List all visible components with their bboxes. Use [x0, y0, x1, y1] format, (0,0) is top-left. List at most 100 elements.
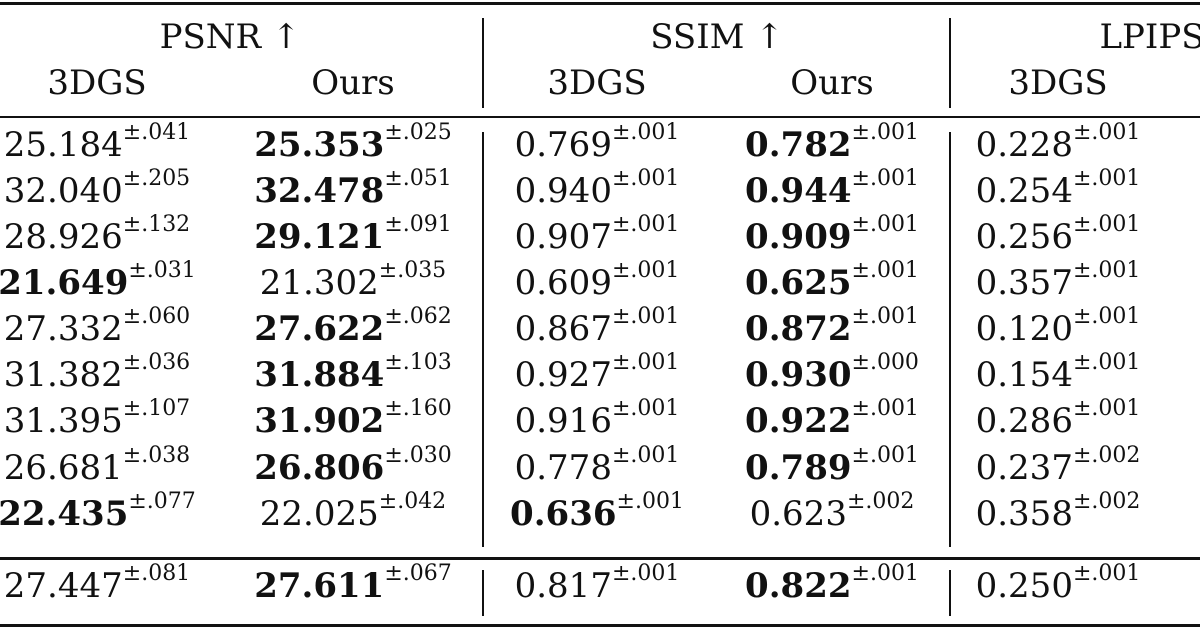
cell-value: 0.286 — [975, 401, 1073, 441]
cell-std: ±.001 — [851, 561, 919, 586]
cell-std: ±.038 — [122, 443, 191, 468]
cell-std: ±.001 — [1072, 120, 1141, 145]
cell-value: 0.778 — [514, 448, 612, 488]
column-header: 3DGS — [547, 63, 647, 103]
cell-std: ±.160 — [384, 396, 452, 421]
cell-std: ±.001 — [1072, 166, 1141, 191]
table-cell: 0.930±.000 — [745, 352, 919, 395]
table-cell: 0.907±.001 — [514, 214, 680, 257]
table-cell: 0.927±.001 — [514, 352, 680, 395]
cell-std: ±.042 — [378, 489, 447, 514]
cell-std: ±.001 — [851, 258, 919, 283]
cell-value: 0.120 — [975, 309, 1073, 349]
cell-std: ±.001 — [611, 212, 680, 237]
cell-value: 0.789 — [745, 448, 852, 488]
table-cell: 0.944±.001 — [745, 168, 919, 211]
cell-value: 31.884 — [254, 355, 385, 395]
cell-std: ±.091 — [384, 212, 452, 237]
cell-std: ±.001 — [851, 443, 919, 468]
table-cell: 0.154±.001 — [975, 352, 1141, 395]
cell-value: 0.822 — [745, 566, 852, 606]
cell-value: 0.256 — [975, 217, 1073, 257]
table-cell: 0.237±.002 — [976, 445, 1141, 486]
cell-std: ±.001 — [611, 304, 680, 329]
table-cell: 0.909±.001 — [745, 214, 919, 255]
cell-std: ±.001 — [1072, 258, 1141, 283]
cell-value: 0.940 — [514, 171, 612, 211]
cell-std: ±.041 — [122, 120, 191, 145]
cell-std: ±.000 — [851, 350, 919, 375]
table-cell: 22.025±.042 — [260, 491, 446, 532]
cell-std: ±.002 — [1072, 443, 1141, 468]
cell-value: 0.867 — [514, 309, 612, 349]
cell-std: ±.031 — [128, 258, 196, 283]
cell-std: ±.001 — [1072, 396, 1141, 421]
table-cell: 0.636±.001 — [510, 491, 684, 534]
table-cell: 26.806±.030 — [254, 445, 452, 486]
cell-std: ±.132 — [122, 212, 191, 237]
cell-value: 0.944 — [745, 171, 852, 211]
cell-value: 0.250 — [975, 566, 1073, 606]
table-cell: 0.256±.001 — [975, 214, 1141, 257]
table-cell: 0.789±.001 — [745, 445, 919, 488]
table-cell: 0.922±.001 — [745, 398, 919, 441]
table-cell: 0.872±.001 — [745, 306, 919, 349]
cell-value: 25.353 — [254, 125, 385, 165]
table-cell: 0.778±.001 — [514, 445, 680, 488]
cell-value: 27.611 — [254, 566, 385, 606]
cell-value: 21.649 — [0, 263, 129, 303]
summary-cell: 0.817±.001 — [515, 563, 680, 604]
cell-std: ±.103 — [384, 350, 452, 375]
cell-std: ±.077 — [128, 489, 196, 514]
cell-value: 0.625 — [745, 263, 852, 303]
cell-std: ±.001 — [611, 561, 680, 586]
table-cell: 0.916±.001 — [514, 398, 680, 441]
cell-std: ±.002 — [1072, 489, 1141, 514]
cell-std: ±.060 — [122, 304, 191, 329]
table-cell: 0.254±.001 — [976, 168, 1141, 209]
body-separator — [949, 132, 951, 547]
cell-value: 0.930 — [745, 355, 852, 395]
table-cell: 25.353±.025 — [254, 122, 452, 165]
cell-std: ±.001 — [611, 443, 680, 468]
cell-value: 27.622 — [254, 309, 385, 349]
cell-std: ±.051 — [384, 166, 452, 191]
cell-value: 31.902 — [254, 401, 385, 441]
cell-std: ±.001 — [611, 120, 680, 145]
table-cell: 31.884±.103 — [254, 352, 452, 395]
body-separator — [482, 132, 484, 547]
cell-value: 0.357 — [975, 263, 1073, 303]
cell-std: ±.035 — [378, 258, 447, 283]
cell-value: 31.395 — [3, 401, 123, 441]
column-header: Ours — [311, 63, 395, 103]
table-cell: 0.940±.001 — [514, 168, 680, 211]
cell-std: ±.001 — [851, 304, 919, 329]
cell-std: ±.001 — [611, 396, 680, 421]
table-cell: 26.681±.038 — [4, 445, 190, 486]
cell-value: 0.922 — [745, 401, 852, 441]
cell-std: ±.001 — [1072, 561, 1141, 586]
cell-std: ±.001 — [851, 212, 919, 237]
summary-cell: 0.822±.001 — [745, 563, 919, 606]
table-cell: 28.926±.132 — [4, 214, 190, 255]
column-header: 3DGS — [47, 63, 147, 103]
header-separator — [482, 18, 484, 108]
cell-value: 0.927 — [514, 355, 612, 395]
group-header: SSIM ↑ — [650, 17, 784, 57]
table-cell: 0.782±.001 — [745, 122, 919, 163]
cell-std: ±.107 — [122, 396, 191, 421]
cell-value: 0.358 — [975, 494, 1073, 534]
cell-value: 32.478 — [254, 171, 385, 211]
cell-value: 0.154 — [975, 355, 1073, 395]
cell-value: 0.916 — [514, 401, 612, 441]
cell-value: 0.872 — [745, 309, 852, 349]
cell-value: 0.609 — [514, 263, 612, 303]
cell-value: 0.636 — [510, 494, 617, 534]
cell-std: ±.002 — [846, 489, 915, 514]
table-cell: 0.228±.001 — [976, 122, 1141, 163]
cell-value: 0.907 — [514, 217, 612, 257]
table-cell: 22.435±.077 — [0, 491, 196, 532]
cell-std: ±.001 — [1072, 304, 1141, 329]
summary-cell: 0.250±.001 — [975, 563, 1141, 606]
